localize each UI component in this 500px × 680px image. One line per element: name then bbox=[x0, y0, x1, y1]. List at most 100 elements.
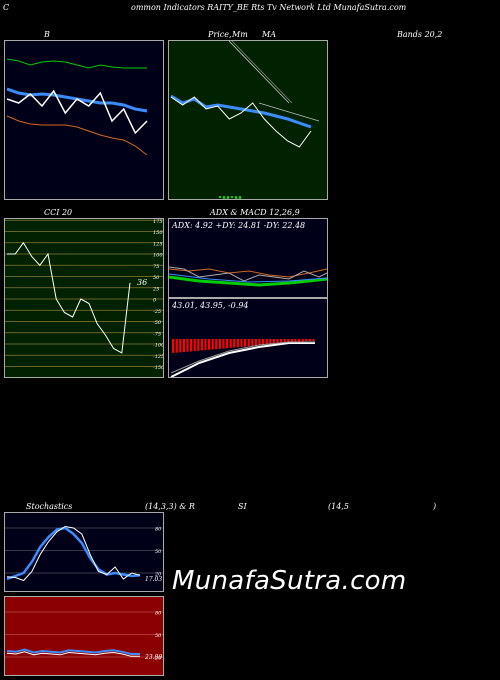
macd-histogram-bar bbox=[211, 339, 214, 350]
macd-histogram-bar bbox=[312, 339, 315, 341]
cci-chart: 175 150 125 100 75 50 25 0 -25 -50 -75 -100 -125 -150… bbox=[5, 219, 164, 378]
macd-histogram-bar bbox=[280, 339, 283, 344]
adx-macd-title: ADX & MACD 12,26,9 bbox=[210, 208, 300, 217]
volume-bar bbox=[235, 196, 237, 199]
macd-histogram-bar bbox=[175, 339, 178, 353]
cci-tick-label: 0 bbox=[153, 298, 157, 304]
rsi-params: (14,5 bbox=[328, 502, 349, 511]
cci-tick-label: -25 bbox=[153, 309, 161, 315]
macd-signal-line bbox=[170, 341, 315, 374]
rsi-value-label: 23.80 bbox=[144, 654, 162, 661]
cci-tick-label: 175 bbox=[153, 219, 163, 225]
macd-histogram-bar bbox=[276, 339, 279, 344]
macd-panel: 43.01, 43.95, -0.94 bbox=[168, 298, 328, 378]
bollinger-lower-band bbox=[6, 115, 148, 156]
bollinger-upper-band bbox=[6, 58, 147, 69]
macd-histogram-bar bbox=[215, 339, 218, 350]
price-title-ma: MA bbox=[262, 30, 276, 39]
stochastics-d-line bbox=[6, 526, 141, 581]
macd-histogram-bar bbox=[244, 339, 247, 347]
rsi-title: SI bbox=[238, 502, 247, 511]
rsi-tick-label: 80 bbox=[155, 611, 162, 617]
rsi-line bbox=[6, 648, 140, 655]
cci-value-label: 36 bbox=[137, 278, 147, 287]
macd-histogram-bar bbox=[290, 339, 293, 343]
volume-bar bbox=[231, 196, 233, 198]
header-title: ommon Indicators RAITY_BE Rts Tv Network… bbox=[131, 3, 407, 12]
cci-panel: 175 150 125 100 75 50 25 0 -25 -50 -75 -100 -125 -150… bbox=[4, 218, 164, 378]
macd-histogram-bar bbox=[172, 339, 175, 353]
volume-bar bbox=[223, 196, 225, 199]
macd-histogram-bar bbox=[193, 339, 196, 352]
macd-histogram-bar bbox=[251, 339, 254, 346]
adx-panel: ADX: 4.92 +DY: 24.81 -DY: 22.48 bbox=[168, 218, 328, 298]
macd-histogram-bar bbox=[247, 339, 250, 347]
cci-tick-label: -50 bbox=[153, 320, 162, 326]
cci-tick-label: 125 bbox=[153, 241, 163, 247]
rsi-panel: 80 50 20 23.80 bbox=[4, 596, 164, 676]
price-ma-ray-3 bbox=[258, 102, 320, 122]
rsi-tick-label: 20 bbox=[154, 656, 162, 662]
price-title: Price, bbox=[208, 30, 232, 39]
volume-bar bbox=[239, 196, 241, 199]
rsi-signal-line bbox=[6, 651, 140, 657]
cci-tick-label: 25 bbox=[152, 286, 159, 292]
macd-histogram-bar bbox=[305, 339, 308, 342]
stochastics-value-label: 17.03 bbox=[145, 576, 162, 583]
cci-tick-label: 100 bbox=[153, 253, 163, 259]
minus-di-line bbox=[169, 275, 327, 287]
bands-title: Bands 20,2 bbox=[397, 30, 443, 39]
macd-histogram-bar bbox=[179, 339, 182, 353]
watermark: MunafaSutra.com bbox=[172, 566, 407, 596]
price-title-mm: Mm bbox=[232, 30, 248, 39]
cci-tick-label: 50 bbox=[153, 275, 160, 281]
bollinger-price-line bbox=[6, 89, 148, 135]
macd-histogram-bar bbox=[308, 339, 311, 341]
macd-histogram-bar bbox=[229, 339, 232, 348]
macd-histogram-bar bbox=[298, 339, 301, 342]
price-ma-chart bbox=[170, 41, 320, 199]
cci-tick-label: -75 bbox=[153, 331, 161, 337]
macd-line bbox=[170, 342, 315, 377]
price-ma-ray-2 bbox=[231, 41, 293, 104]
macd-histogram-bar bbox=[190, 339, 193, 352]
adx-line bbox=[169, 268, 327, 278]
adx-readout: ADX: 4.92 +DY: 24.81 -DY: 22.48 bbox=[172, 221, 306, 230]
stoch-params: (14,3,3) & R bbox=[145, 502, 195, 511]
cci-tick-label: -175 bbox=[153, 376, 164, 378]
stochastics-k-line bbox=[6, 525, 141, 582]
price-line bbox=[170, 96, 312, 148]
macd-histogram-bar bbox=[269, 339, 272, 345]
price-ma-line bbox=[170, 94, 312, 129]
macd-histogram-bar bbox=[218, 339, 221, 349]
cci-title: CCI 20 bbox=[44, 208, 73, 217]
rsi-tick-label: 50 bbox=[155, 633, 162, 639]
macd-histogram-bar bbox=[226, 339, 229, 349]
bollinger-chart bbox=[6, 58, 148, 156]
macd-histogram-bar bbox=[294, 339, 297, 343]
macd-histogram-bar bbox=[272, 339, 275, 345]
macd-histogram-bar bbox=[208, 339, 211, 350]
macd-histogram-bar bbox=[200, 339, 203, 351]
stochastics-tick-label: 20 bbox=[154, 572, 162, 578]
macd-histogram-bar bbox=[240, 339, 243, 347]
macd-histogram-bar bbox=[236, 339, 239, 348]
macd-histogram-bar bbox=[197, 339, 200, 351]
adx-signal-line bbox=[169, 273, 327, 283]
bollinger-panel bbox=[4, 40, 164, 200]
macd-histogram-bar bbox=[283, 339, 286, 344]
macd-histogram-bar bbox=[265, 339, 268, 345]
cci-tick-label: 75 bbox=[153, 264, 159, 270]
macd-histogram-bar bbox=[182, 339, 185, 353]
stochastics-tick-label: 50 bbox=[155, 549, 162, 555]
macd-histogram-bar bbox=[258, 339, 261, 346]
cci-line bbox=[7, 241, 131, 354]
cci-tick-label: 150 bbox=[153, 230, 163, 236]
rsi-params-close: ) bbox=[433, 502, 437, 511]
macd-histogram-bar bbox=[254, 339, 257, 346]
macd-histogram-bar bbox=[222, 339, 225, 349]
stoch-title: Stochastics bbox=[26, 502, 73, 511]
macd-histogram-bar bbox=[287, 339, 290, 343]
